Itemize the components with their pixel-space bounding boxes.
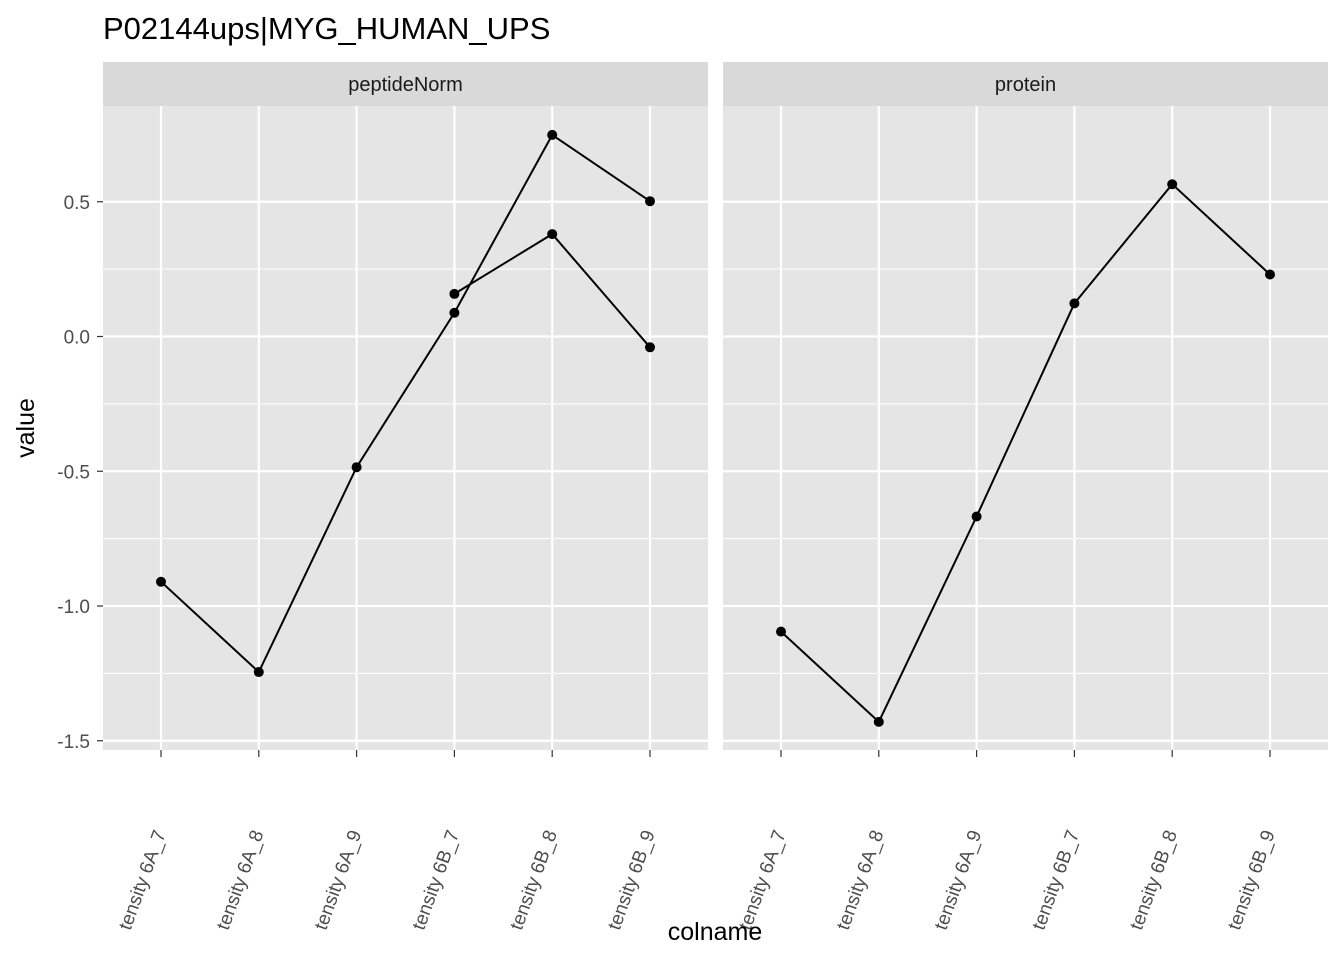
y-axis-title: value	[12, 398, 40, 458]
x-tick-label: tensity 6A_8	[833, 828, 889, 933]
x-tick-label: tensity 6A_9	[311, 828, 367, 933]
panel-background	[103, 106, 708, 750]
data-point	[351, 462, 362, 473]
y-tick-label: 0.5	[64, 193, 90, 214]
data-point	[1265, 269, 1275, 280]
x-tick-label: tensity 6B_7	[1029, 828, 1085, 933]
x-tick-label: tensity 6B_9	[604, 828, 660, 933]
data-point	[645, 342, 655, 353]
data-point	[645, 196, 655, 207]
x-tick-label: tensity 6B_9	[1224, 828, 1280, 933]
data-point	[449, 307, 460, 318]
y-tick-label: 0.0	[64, 328, 90, 349]
data-point	[547, 229, 558, 240]
data-point	[971, 511, 982, 522]
data-point	[1069, 298, 1080, 309]
x-tick-label: tensity 6B_7	[409, 828, 465, 933]
facet-strip	[103, 62, 708, 106]
facet-panels: peptideNorm tensity 6A_7 tensity 6A_8 tensi…	[103, 62, 1328, 933]
x-tick-label: tensity 6A_9	[931, 828, 987, 933]
facet-strip-label: protein	[995, 74, 1056, 96]
x-tick-label: tensity 6B_8	[506, 828, 562, 933]
series-line	[780, 182, 1271, 724]
x-tick-label: tensity 6A_8	[213, 828, 269, 933]
y-tick-label: -1.0	[57, 597, 90, 618]
facet-strip	[723, 62, 1328, 106]
chart-title: P02144ups|MYG_HUMAN_UPS	[103, 11, 550, 46]
panel-background	[723, 106, 1328, 750]
data-point	[776, 626, 786, 637]
series-group	[156, 129, 655, 678]
data-point	[156, 576, 166, 587]
data-point	[253, 667, 264, 678]
facet-strip-label: peptideNorm	[348, 74, 463, 96]
series-group	[776, 179, 1275, 727]
x-axis-title: colname	[668, 918, 763, 946]
facet-peptideNorm: peptideNorm tensity 6A_7 tensity 6A_8 tensi…	[103, 62, 708, 933]
data-point	[873, 716, 884, 727]
x-tick-label: tensity 6B_8	[1126, 828, 1182, 933]
x-tick-label: tensity 6A_7	[115, 828, 171, 933]
y-tick-label: -1.5	[57, 732, 90, 753]
y-tick-label: -0.5	[57, 462, 90, 483]
data-point	[547, 129, 558, 140]
data-point	[1167, 179, 1178, 190]
series-line	[160, 133, 651, 674]
data-point	[449, 288, 460, 299]
y-axis: -1.5 -1.0 -0.5 0.0 0.5	[57, 193, 103, 753]
